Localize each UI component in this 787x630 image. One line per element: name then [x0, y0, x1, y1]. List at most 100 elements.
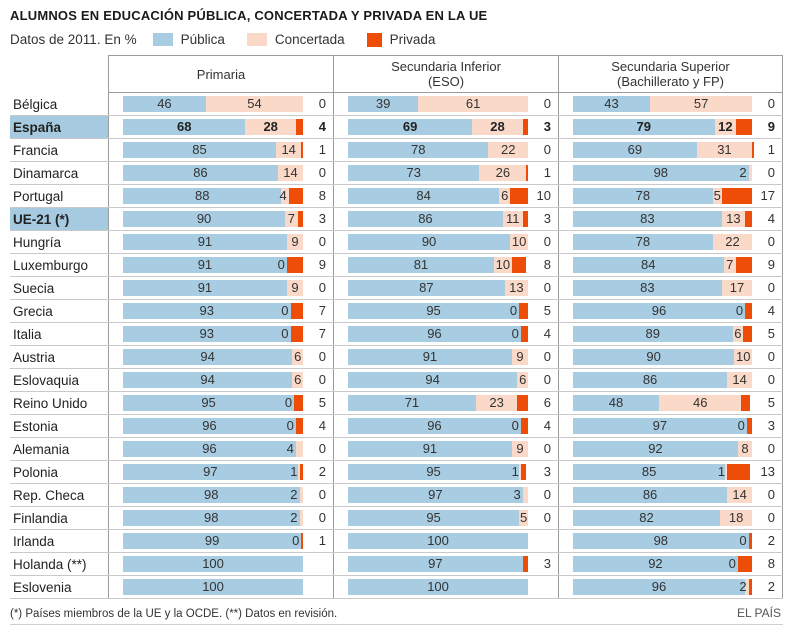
- bar-segment-concertada: [734, 349, 753, 365]
- publica-value: 95: [201, 395, 216, 410]
- bar-segment-publica: [348, 441, 512, 457]
- bar-segment-publica: [123, 188, 282, 204]
- concertada-value: 61: [465, 96, 481, 111]
- table-row: Rep. Checa 98 2 0 97 3 0 86 14 0: [10, 484, 783, 507]
- stacked-bar: 92 8: [573, 441, 753, 457]
- stacked-bar: 98 2: [123, 510, 304, 526]
- country-label: Estonia: [13, 418, 59, 434]
- bar-segment-privada: [297, 211, 304, 227]
- bar-cell-primaria: 91 0 9: [108, 254, 333, 276]
- bar-cell-superior: 98 2 0: [558, 162, 783, 184]
- bar-segment-concertada: [737, 441, 753, 457]
- publica-value: 88: [195, 188, 210, 203]
- bar-cell-eso: 97 3 0: [333, 484, 558, 506]
- bar-cell-primaria: 91 9 0: [108, 231, 333, 253]
- bar-segment-publica: [123, 211, 286, 227]
- bar-cell-primaria: 98 2 0: [108, 507, 333, 529]
- bar-segment-concertada: [285, 211, 298, 227]
- privada-value: 0: [543, 510, 551, 525]
- bar-segment-privada: [745, 303, 753, 319]
- concertada-value: 57: [693, 96, 709, 111]
- bar-segment-concertada: [493, 257, 512, 273]
- privada-value: 2: [318, 464, 326, 479]
- bar-segment-concertada: [732, 326, 744, 342]
- concertada-value: 0: [281, 326, 289, 341]
- bar-cell-superior: 79 12 9: [558, 116, 783, 138]
- bar-segment-privada: [746, 418, 753, 434]
- column-title: Secundaria Inferior: [391, 59, 501, 74]
- privada-value: 4: [767, 303, 775, 318]
- concertada-value: 0: [511, 418, 519, 433]
- privada-value: 0: [767, 441, 775, 456]
- privada-value: 0: [767, 510, 775, 525]
- stacked-bar: 95 1: [348, 464, 528, 480]
- publica-value: 86: [193, 165, 208, 180]
- publica-value: 91: [197, 280, 213, 295]
- bar-cell-eso: 81 10 8: [333, 254, 558, 276]
- bar-cell-eso: 100: [333, 530, 558, 552]
- legend-label-publica: Pública: [180, 32, 225, 47]
- privada-value: 8: [543, 257, 551, 272]
- bar-segment-concertada: [714, 119, 737, 135]
- concertada-value: 12: [718, 119, 733, 134]
- privada-value: 3: [543, 211, 551, 226]
- bar-cell-primaria: 94 6 0: [108, 369, 333, 391]
- column-header-primaria: Primaria: [108, 55, 333, 93]
- publica-value: 69: [402, 119, 418, 134]
- legend-label-privada: Privada: [389, 32, 436, 47]
- bar-segment-privada: [721, 188, 753, 204]
- stacked-bar: 96 0: [123, 418, 304, 434]
- bar-cell-superior: 82 18 0: [558, 507, 783, 529]
- privada-value: 1: [543, 165, 551, 180]
- stacked-bar: 93 0: [123, 303, 304, 319]
- privada-value: 10: [536, 188, 551, 203]
- publica-value: 94: [200, 372, 215, 387]
- stacked-bar: 83 17: [573, 280, 753, 296]
- bar-segment-publica: [348, 510, 520, 526]
- concertada-value: 0: [509, 303, 518, 318]
- concertada-value: 11: [506, 211, 520, 226]
- concertada-value: 5: [713, 188, 721, 203]
- bar-segment-publica: [573, 211, 722, 227]
- stacked-bar: 97 1: [123, 464, 304, 480]
- bar-cell-eso: 96 0 4: [333, 415, 558, 437]
- table-row: Francia 85 14 1 78 22 0 69 31 1: [10, 139, 783, 162]
- table-row: Estonia 96 0 4 96 0 4 97 0 3: [10, 415, 783, 438]
- bar-segment-concertada: [519, 510, 529, 526]
- bar-segment-privada: [520, 418, 529, 434]
- bar-cell-superior: 97 0 3: [558, 415, 783, 437]
- bar-segment-privada: [286, 257, 304, 273]
- bar-segment-publica: [348, 326, 521, 342]
- concertada-value: 23: [489, 395, 504, 410]
- bar-segment-publica: [348, 234, 511, 250]
- bar-segment-concertada: [511, 441, 529, 457]
- bar-cell-superior: 78 22 0: [558, 231, 783, 253]
- privada-value: 9: [318, 257, 326, 272]
- bar-segment-concertada: [418, 96, 529, 112]
- bar-segment-publica: [573, 326, 733, 342]
- concertada-value: 13: [726, 211, 741, 226]
- bar-cell-superior: 43 57 0: [558, 93, 783, 115]
- concertada-value: 10: [736, 349, 751, 364]
- concertada-value: 2: [739, 165, 747, 180]
- publica-value: 96: [427, 418, 442, 433]
- bar-cell-eso: 94 6 0: [333, 369, 558, 391]
- concertada-value: 14: [732, 372, 747, 387]
- table-row: Suecia 91 9 0 87 13 0 83 17 0: [10, 277, 783, 300]
- bar-segment-privada: [522, 211, 529, 227]
- publica-value: 71: [404, 395, 420, 410]
- stacked-bar: 85 14: [123, 142, 304, 158]
- stacked-bar: 100: [348, 579, 529, 595]
- bar-segment-publica: [573, 579, 746, 595]
- stacked-bar: 90 10: [348, 234, 529, 250]
- bar-segment-publica: [348, 464, 520, 480]
- column-header-secundaria-superior: Secundaria Superior (Bachillerato y FP): [558, 55, 783, 93]
- concertada-value: 26: [495, 165, 511, 180]
- bar-segment-publica: [348, 142, 489, 158]
- stacked-bar: 78 22: [573, 234, 753, 250]
- bar-segment-publica: [573, 349, 735, 365]
- concertada-value: 6: [294, 349, 302, 364]
- bar-segment-concertada: [721, 211, 746, 227]
- stacked-bar: 82 18: [573, 510, 753, 526]
